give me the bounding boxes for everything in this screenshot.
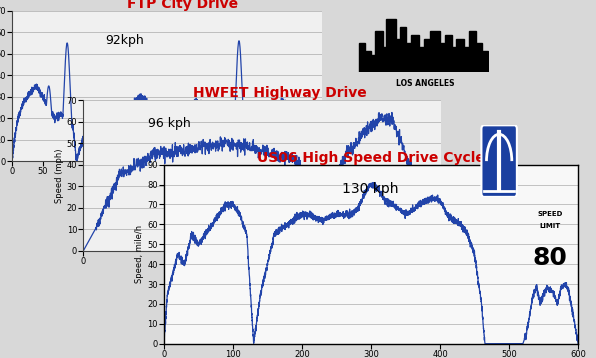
Bar (464, 47, 469, 72)
Bar (476, 43, 482, 72)
Bar (456, 39, 464, 72)
Bar (419, 47, 424, 72)
Bar (359, 43, 365, 72)
Bar (424, 39, 430, 72)
Bar (445, 35, 452, 72)
Bar (386, 19, 396, 72)
Title: HWFET Highway Drive: HWFET Highway Drive (193, 86, 367, 100)
Bar (375, 31, 383, 72)
Text: 96 kph: 96 kph (148, 117, 191, 130)
Text: 80: 80 (532, 246, 567, 270)
Text: 130 kph: 130 kph (342, 182, 399, 196)
Bar (399, 27, 406, 72)
Bar (482, 52, 488, 72)
Bar (440, 43, 445, 72)
Bar (469, 31, 476, 72)
Title: US06 High Speed Drive Cycle: US06 High Speed Drive Cycle (257, 151, 485, 165)
Y-axis label: Speed (mph): Speed (mph) (55, 148, 64, 203)
Y-axis label: Speed, mile/h: Speed, mile/h (135, 225, 144, 283)
Text: LOS ANGELES: LOS ANGELES (396, 79, 454, 88)
Text: SPEED: SPEED (537, 211, 563, 217)
Text: 92kph: 92kph (105, 34, 144, 47)
Bar (411, 35, 419, 72)
Bar (371, 55, 375, 72)
Text: LIMIT: LIMIT (539, 223, 560, 229)
Title: FTP City Drive: FTP City Drive (127, 0, 238, 11)
FancyBboxPatch shape (482, 125, 517, 197)
Bar (365, 52, 371, 72)
Bar (383, 47, 386, 72)
Bar (452, 47, 456, 72)
Bar (430, 31, 440, 72)
Bar (396, 39, 399, 72)
Bar (406, 43, 411, 72)
